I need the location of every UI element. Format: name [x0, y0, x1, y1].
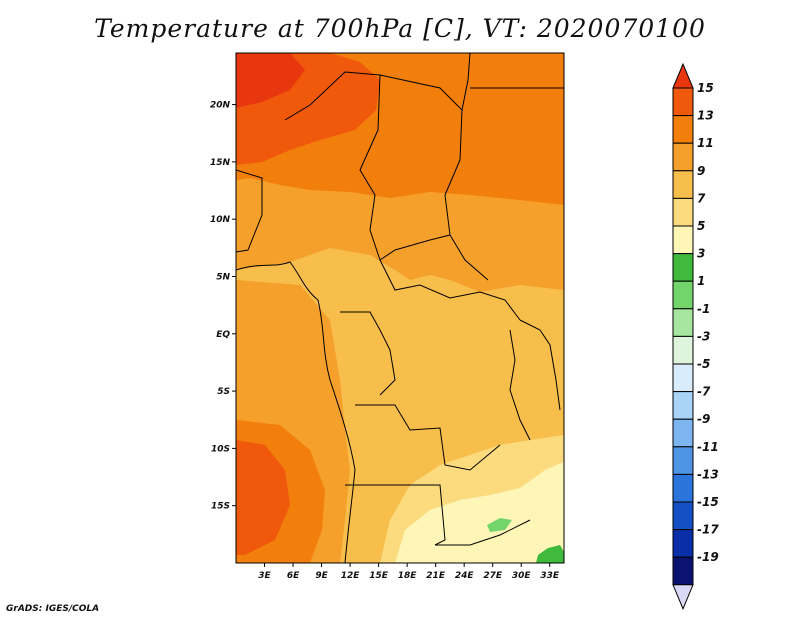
lat-tick-label: 10N: [210, 215, 231, 225]
border-car-south: [379, 259, 521, 321]
colorbar-box: [672, 87, 694, 117]
colorbar-label: -5: [697, 357, 710, 371]
field-band-3-5-southeast: [395, 462, 564, 563]
colorbar: 15 13 11 9 7 5 3 1 -1 -3 -5 -7 -9 -11 -13 -15 -17 -19: [672, 62, 719, 611]
colorbar-box: [672, 501, 694, 531]
chart-title: Temperature at 700hPa [C], VT: 202007010…: [94, 14, 706, 43]
colorbar-box: [672, 529, 694, 558]
map-frame: [235, 52, 565, 564]
colorbar-box: [672, 556, 694, 586]
lon-tick-label: 15E: [369, 571, 389, 581]
border-angola-drc: [355, 404, 501, 471]
colorbar-box: [672, 197, 694, 227]
colorbar-box: [672, 308, 694, 337]
field-band-15-plus: [236, 53, 305, 108]
colorbar-label: 7: [697, 191, 706, 205]
latitude-axis: 20N 15N 10N 5N EQ 5S 10S 15S: [210, 101, 236, 512]
colorbar-box: [672, 391, 694, 420]
lon-tick-label: 3E: [258, 571, 271, 581]
lon-tick-label: 24E: [455, 571, 475, 581]
colorbar-box: [672, 142, 694, 172]
border-car-north: [379, 234, 451, 261]
border-sahel-north: [284, 53, 471, 121]
colorbar-label: 15: [697, 81, 714, 95]
lon-tick-label: 21E: [426, 571, 446, 581]
lon-tick-label: 6E: [287, 571, 300, 581]
colorbar-label: 11: [697, 136, 714, 150]
lon-tick-label: 18E: [398, 571, 418, 581]
colorbar-label: -1: [697, 302, 710, 316]
border-niger-chad: [359, 74, 381, 261]
colorbar-box: [672, 253, 694, 282]
colorbar-box: [672, 280, 694, 310]
colorbar-box: [672, 446, 694, 475]
temperature-field: [236, 53, 564, 563]
colorbar-label: -15: [697, 495, 719, 509]
lon-tick-label: 12E: [341, 571, 361, 581]
colorbar-label: -17: [697, 523, 719, 537]
colorbar-label: 5: [697, 219, 705, 233]
grads-credit: GrADS: IGES/COLA: [6, 604, 100, 614]
colorbar-min-triangle: [672, 584, 694, 611]
colorbar-label: 3: [697, 247, 705, 261]
colorbar-box: [672, 363, 694, 393]
border-great-lakes: [509, 329, 531, 441]
border-east: [519, 319, 561, 411]
colorbar-label: -3: [697, 329, 710, 343]
lat-tick-label: 5N: [216, 272, 230, 282]
colorbar-label: 13: [697, 109, 714, 123]
colorbar-box: [672, 225, 694, 255]
lon-tick-label: 33E: [540, 571, 560, 581]
border-namibia: [345, 484, 446, 546]
colorbar-box: [672, 335, 694, 365]
colorbar-max-triangle: [672, 62, 694, 89]
colorbar-label: -7: [697, 385, 711, 399]
lon-tick-label: 30E: [512, 571, 532, 581]
lat-tick-label: 15S: [211, 502, 230, 512]
lat-tick-label: 20N: [210, 101, 231, 111]
lat-tick-label: EQ: [216, 330, 230, 340]
colorbar-label: 1: [697, 274, 705, 288]
colorbar-label: -13: [697, 467, 719, 481]
border-zambia-south: [435, 519, 531, 546]
lon-tick-label: 27E: [483, 571, 503, 581]
country-borders: [236, 53, 564, 563]
colorbar-label: -19: [697, 550, 719, 564]
longitude-axis: 3E 6E 9E 12E 15E 18E 21E 24E 27E 30E 33E: [258, 563, 560, 581]
lon-tick-label: 9E: [315, 571, 328, 581]
lat-tick-label: 5S: [217, 387, 230, 397]
lat-tick-label: 15N: [210, 158, 231, 168]
border-chad-sudan: [444, 109, 489, 281]
lat-tick-label: 10S: [211, 444, 230, 454]
colorbar-box: [672, 115, 694, 144]
field-band-13-15-southwest: [236, 440, 290, 555]
colorbar-label: -9: [697, 412, 710, 426]
field-band-1-3-patch-a: [487, 518, 512, 532]
border-westafrica: [236, 169, 263, 253]
field-band-1-3-patch-b: [536, 545, 564, 563]
border-congo: [340, 311, 396, 396]
colorbar-box: [672, 473, 694, 503]
colorbar-label: 9: [697, 164, 705, 178]
colorbar-box: [672, 170, 694, 199]
colorbar-box: [672, 418, 694, 448]
colorbar-label: -11: [697, 440, 719, 454]
